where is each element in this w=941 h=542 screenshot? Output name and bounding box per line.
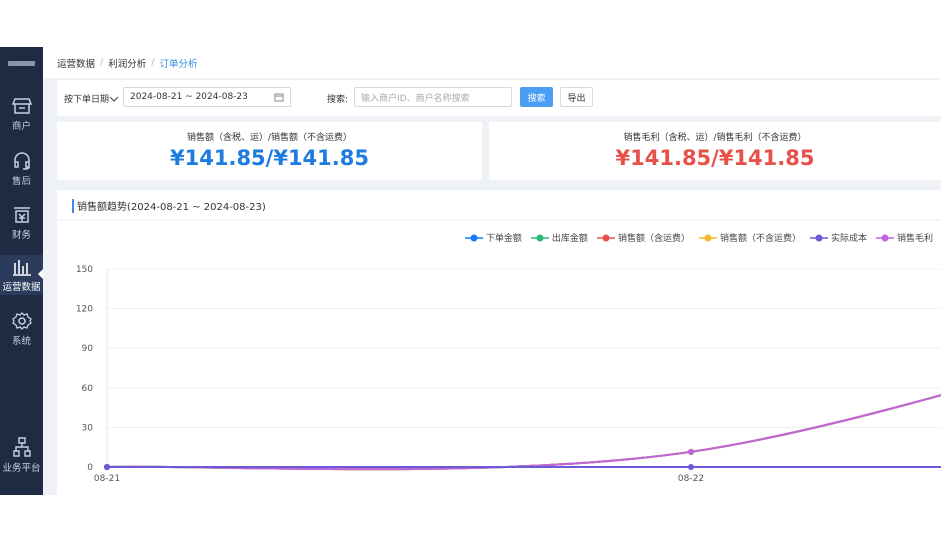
platform-icon [12,437,31,457]
legend-dot [881,234,889,241]
sidebar: 商户 售后 财务 运营数据 系统 业务平台 [0,47,43,495]
series-line [106,394,941,471]
nav-item[interactable]: 商户 [0,97,43,132]
nav-item[interactable]: 系统 [0,312,43,347]
search-input[interactable]: 输入商户ID、商户名称搜索 [354,87,512,107]
series-line [106,394,941,471]
legend-item[interactable]: 实际成本 [809,231,867,244]
filter-bar: 按下单日期 2024-08-21 ~ 2024-08-23 搜索: 输入商户ID… [57,80,941,116]
legend-dot [470,234,478,241]
legend-dot [536,234,544,241]
legend-dot [815,234,823,241]
nav-item-active[interactable]: 运营数据 [0,255,43,295]
x-tick-label: 08-21 [94,474,120,484]
x-tick-label: 08-22 [678,474,704,484]
nav-label: 系统 [11,336,31,347]
date-type: 按下单日期 [64,95,110,105]
search-button[interactable]: 搜索 [520,87,553,107]
legend-swatch [464,234,483,241]
nav-item[interactable]: 业务平台 [0,437,43,474]
legend-label: 下单金额 [485,234,522,244]
legend-swatch [530,234,549,241]
chart: 销售额趋势(2024-08-21 ~ 2024-08-23) 0 30 60 90 12… [57,199,941,484]
legend-label: 销售额（含运费） [617,234,690,244]
legend-swatch [809,234,828,241]
finance-icon [13,207,30,223]
legend-label: 出库金额 [551,234,588,244]
title-marker [72,199,74,213]
placeholder: 输入商户ID、商户名称搜索 [361,93,470,104]
legend-item[interactable]: 销售额（不含运费） [698,231,801,244]
series-line [106,394,941,471]
data-point [688,464,694,470]
stat-card: 销售额（含税、运）/销售额（不含运费） ¥141.85/¥141.85 [57,122,482,180]
y-tick-label: 30 [82,423,94,433]
stat-card: 销售毛利（含税、运）/销售毛利（不含运费） ¥141.85/¥141.85 [489,122,941,180]
data-point [688,448,694,455]
legend-item[interactable]: 销售额（含运费） [596,231,690,244]
nav-label: 运营数据 [2,282,41,293]
data-point [104,464,110,470]
shop-icon [11,98,32,114]
nav-item[interactable]: 售后 [0,152,43,187]
data-icon [12,260,31,276]
date-range-input[interactable]: 2024-08-21 ~ 2024-08-23 [123,87,291,107]
export-button[interactable]: 导出 [560,87,593,107]
legend-label: 销售毛利 [896,234,933,244]
button-label: 导出 [567,93,586,104]
y-tick-label: 90 [82,344,94,354]
stat-value: ¥141.85/¥141.85 [615,146,815,170]
search-label: 搜索: [327,95,349,105]
date-range: 2024-08-21 ~ 2024-08-23 [130,92,248,102]
nav-label: 商户 [11,121,31,132]
chart-title: 销售额趋势(2024-08-21 ~ 2024-08-23) [77,200,266,213]
stat-value: ¥141.85/¥141.85 [170,146,369,170]
stat-label: 销售额（含税、运）/销售额（不含运费） [186,133,353,143]
nav-item[interactable]: 财务 [0,206,43,241]
chevron [109,96,119,102]
legend-dot [704,234,712,241]
nav-label: 业务平台 [2,463,41,474]
legend-item[interactable]: 出库金额 [530,231,588,244]
breadcrumb: 运营数据 / 利润分析 / 订单分析 [43,47,941,78]
legend-swatch [698,234,717,241]
series-line [106,394,941,471]
date-type-select[interactable]: 按下单日期 [64,92,119,105]
legend-swatch [875,234,894,241]
crumb[interactable]: 运营数据 [57,58,96,70]
service-icon [13,152,30,170]
nav-label: 财务 [11,230,31,241]
legend-item[interactable]: 下单金额 [464,231,522,244]
y-tick-label: 120 [76,305,93,315]
button-label: 搜索 [527,93,546,104]
crumb-separator: / [151,57,155,68]
legend-dot [602,234,610,241]
legend-swatch [596,234,615,241]
stat-label: 销售毛利（含税、运）/销售毛利（不含运费） [623,133,807,143]
system-icon [11,312,32,330]
legend-label: 销售额（不含运费） [719,234,801,244]
y-tick-label: 60 [82,384,94,394]
nav-label: 售后 [11,176,31,187]
logo [8,61,35,66]
legend: 下单金额 出库金额 销售额（含运费） 销售额（不含运费） 实际成本 销售毛利 [456,231,933,244]
calendar-icon [274,93,284,102]
series-line [106,394,941,471]
chart-panel [57,190,941,495]
crumb-current: 订单分析 [159,58,198,70]
legend-item[interactable]: 销售毛利 [875,231,933,244]
y-tick-label: 150 [76,265,93,275]
crumb[interactable]: 利润分析 [108,58,147,70]
y-tick-label: 0 [87,463,93,473]
crumb-separator: / [100,57,104,68]
legend-label: 实际成本 [830,234,867,244]
